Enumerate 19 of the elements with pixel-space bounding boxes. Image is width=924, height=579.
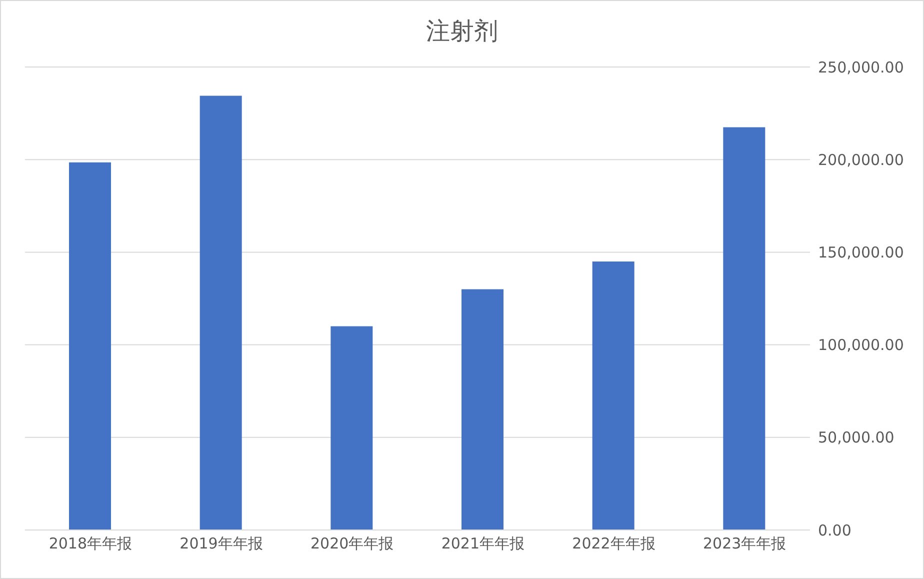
x-tick-label: 2020年年报 xyxy=(310,534,394,553)
y-tick-label: 0.00 xyxy=(818,521,852,540)
x-tick-label: 2019年年报 xyxy=(180,534,263,553)
bar xyxy=(723,127,766,530)
y-tick-label: 100,000.00 xyxy=(818,336,904,354)
chart-title: 注射剂 xyxy=(425,16,499,47)
bar xyxy=(69,162,111,530)
x-tick-label: 2021年年报 xyxy=(441,534,525,553)
bar xyxy=(330,326,373,530)
x-tick-label: 2022年年报 xyxy=(572,534,656,553)
y-tick-label: 250,000.00 xyxy=(818,58,904,76)
y-tick-label: 200,000.00 xyxy=(818,150,904,169)
bar xyxy=(200,96,242,530)
y-tick-label: 50,000.00 xyxy=(818,428,894,447)
x-tick-label: 2023年年报 xyxy=(702,534,786,553)
bar xyxy=(592,261,634,530)
x-tick-label: 2018年年报 xyxy=(48,534,132,553)
bar xyxy=(462,289,504,530)
y-tick-label: 150,000.00 xyxy=(818,244,904,262)
